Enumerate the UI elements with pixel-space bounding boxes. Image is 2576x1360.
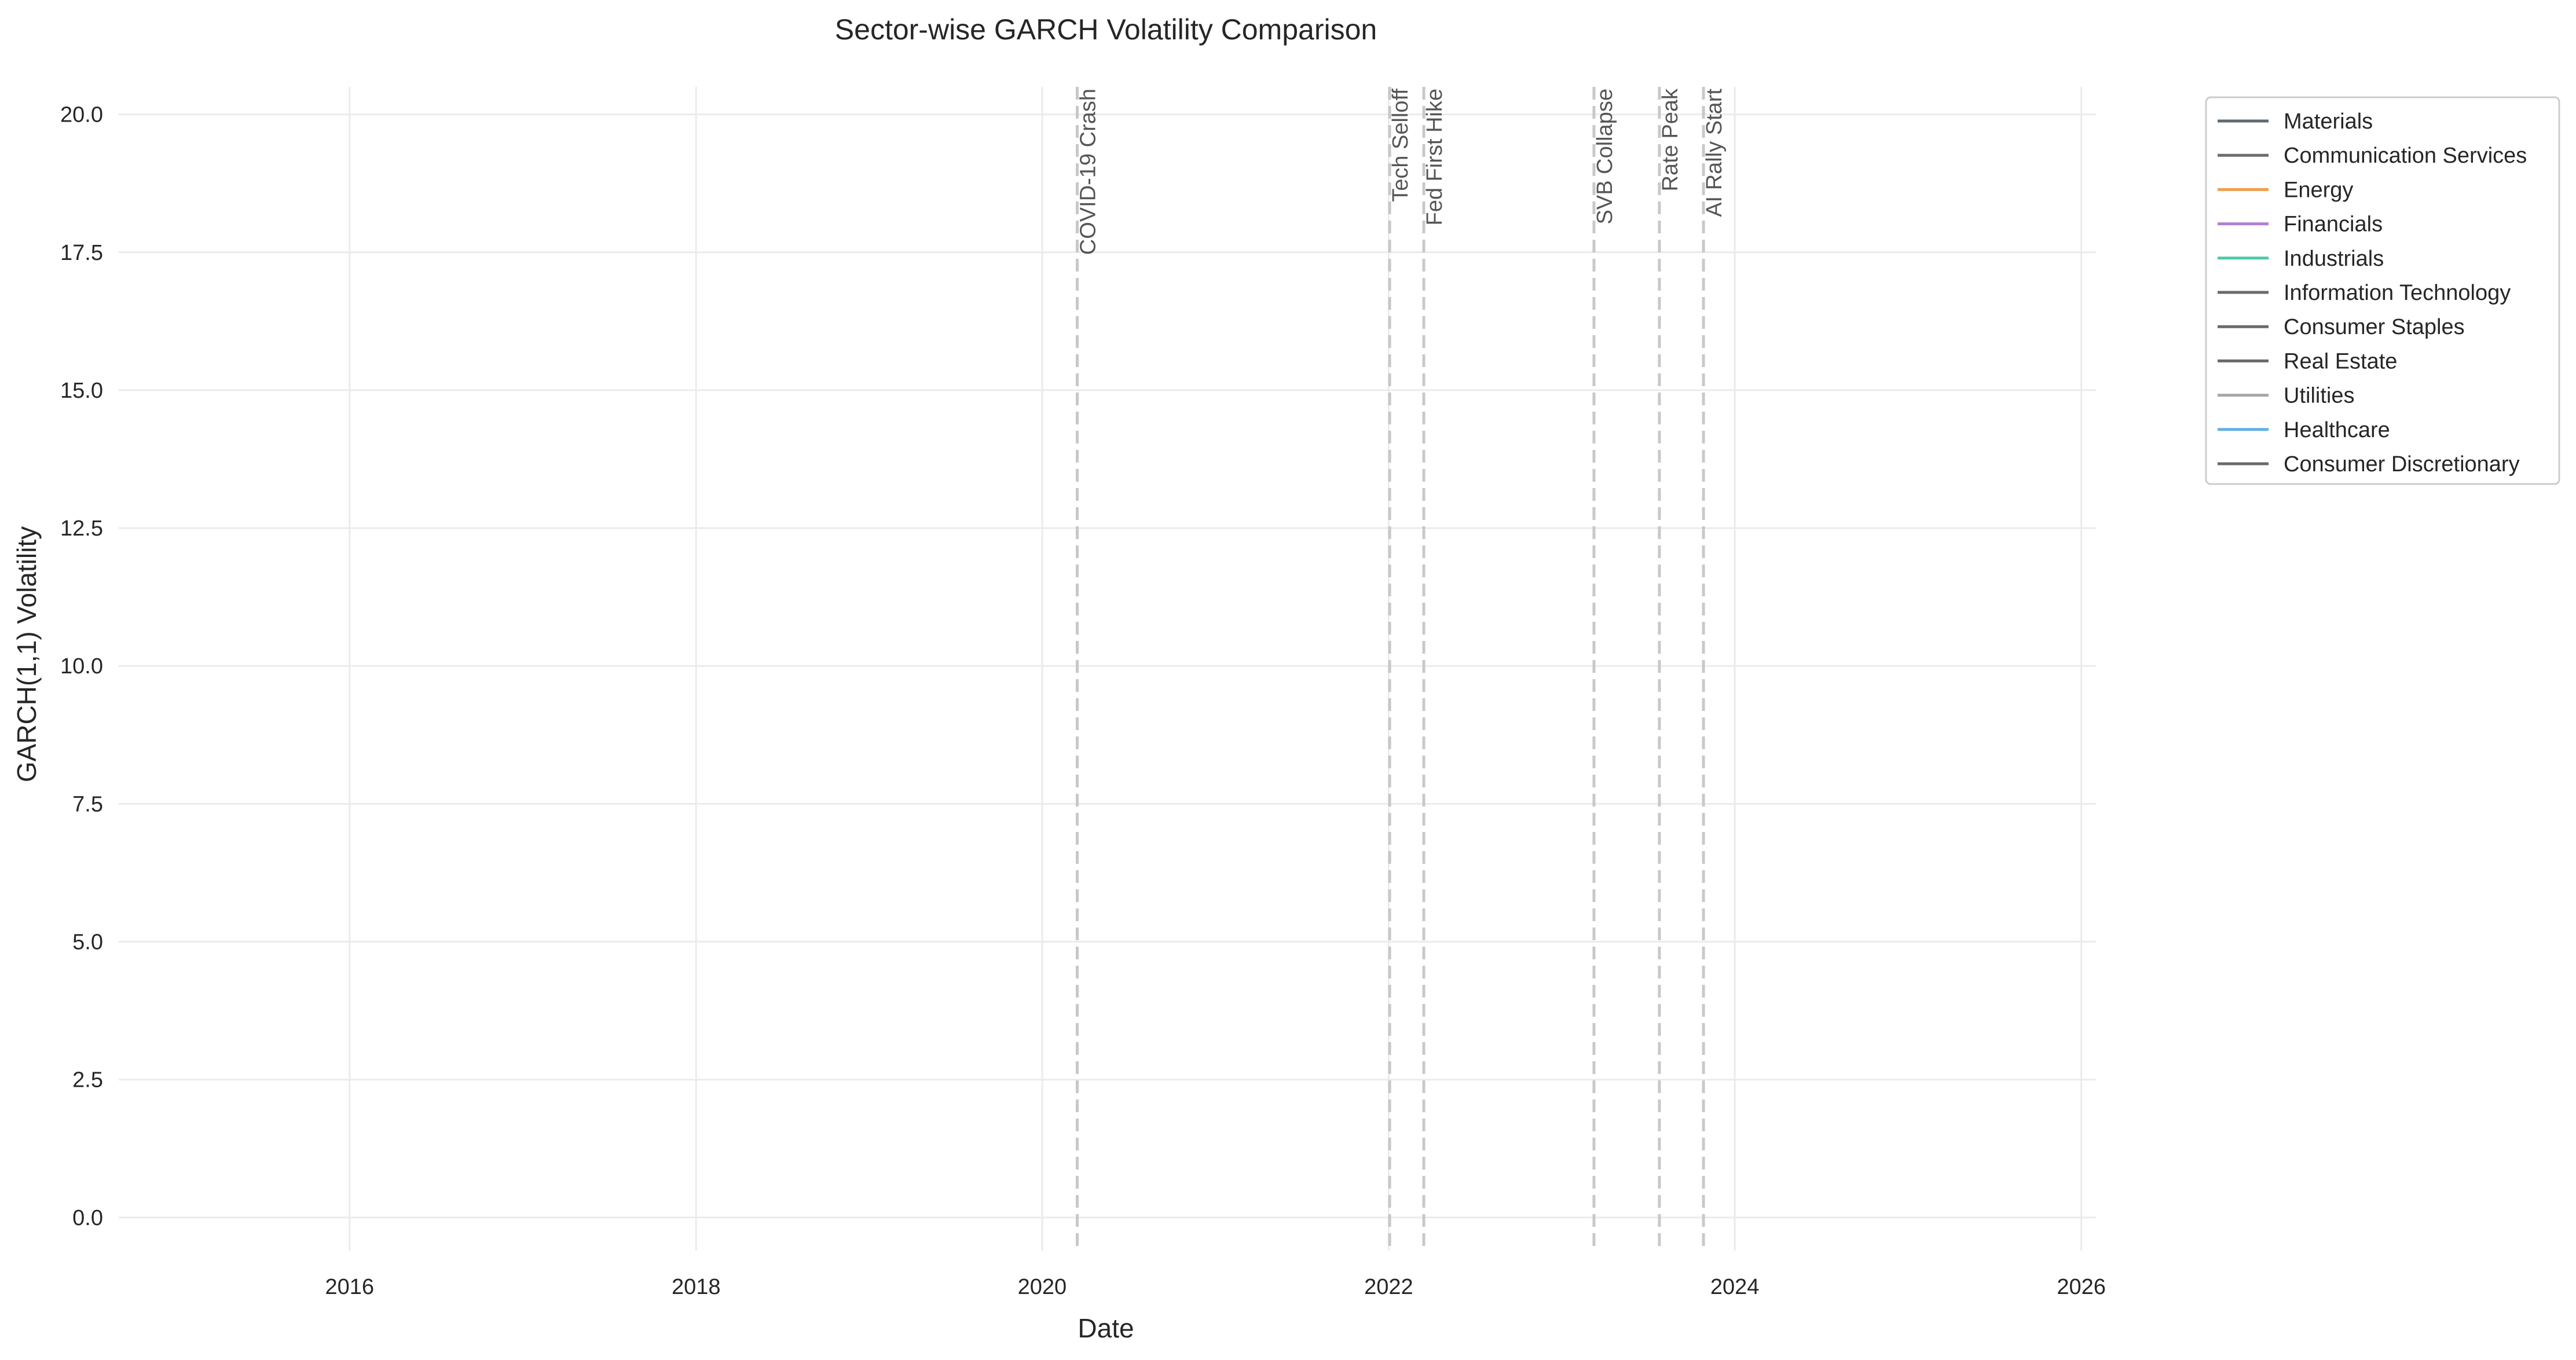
chart-title: Sector-wise GARCH Volatility Comparison <box>835 13 1377 46</box>
x-tick-label: 2020 <box>1018 1275 1067 1299</box>
event-label: COVID-19 Crash <box>1076 89 1101 255</box>
y-tick-label: 17.5 <box>60 241 103 265</box>
x-tick-label: 2026 <box>2057 1275 2106 1299</box>
legend-label: Industrials <box>2284 247 2384 271</box>
event-markers: COVID-19 Crash Tech Selloff Fed First Hike… <box>1076 87 1727 1251</box>
event-label: Fed First Hike <box>1423 89 1447 225</box>
event-label: AI Rally Start <box>1702 89 1727 217</box>
legend-label: Financials <box>2284 212 2383 237</box>
x-tick-label: 2024 <box>1710 1275 1760 1299</box>
y-axis-label: GARCH(1,1) Volatility <box>12 526 42 782</box>
legend-label: Materials <box>2284 109 2373 134</box>
legend-frame <box>2205 96 2560 485</box>
legend: Materials Communication Services Energy Fin… <box>2205 96 2560 485</box>
x-axis-label: Date <box>1078 1313 1134 1343</box>
legend-label: Consumer Staples <box>2284 315 2465 339</box>
x-tick-label: 2022 <box>1364 1275 1413 1299</box>
legend-label: Energy <box>2284 178 2353 202</box>
y-tick-label: 2.5 <box>72 1068 103 1093</box>
y-tick-label: 0.0 <box>72 1206 103 1230</box>
x-tick-label: 2016 <box>325 1275 374 1299</box>
grid <box>119 87 2096 1251</box>
legend-label: Utilities <box>2284 384 2354 408</box>
y-tick-label: 12.5 <box>60 516 103 541</box>
x-tick-label: 2018 <box>672 1275 721 1299</box>
legend-label: Information Technology <box>2284 281 2511 305</box>
legend-label: Communication Services <box>2284 144 2527 168</box>
y-tick-label: 15.0 <box>60 379 103 403</box>
y-tick-label: 7.5 <box>72 792 103 816</box>
axis-ticks: 0.0 2.5 5.0 7.5 10.0 12.5 15.0 17.5 20.0 2016 2018… <box>60 103 2106 1299</box>
event-label: SVB Collapse <box>1593 89 1617 224</box>
legend-label: Real Estate <box>2284 349 2397 373</box>
y-tick-label: 20.0 <box>60 103 103 127</box>
y-tick-label: 10.0 <box>60 654 103 679</box>
legend-label: Healthcare <box>2284 418 2390 442</box>
legend-label: Consumer Discretionary <box>2284 452 2520 476</box>
event-label: Rate Peak <box>1658 88 1683 191</box>
event-label: Tech Selloff <box>1388 89 1413 202</box>
y-tick-label: 5.0 <box>72 930 103 955</box>
